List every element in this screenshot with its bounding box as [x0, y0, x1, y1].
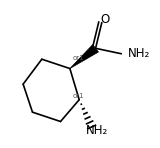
- Text: NH₂: NH₂: [86, 124, 108, 137]
- Text: O: O: [100, 13, 110, 26]
- Polygon shape: [70, 45, 98, 69]
- Text: NH₂: NH₂: [128, 47, 150, 60]
- Text: or1: or1: [72, 93, 84, 99]
- Text: or1: or1: [72, 55, 84, 61]
